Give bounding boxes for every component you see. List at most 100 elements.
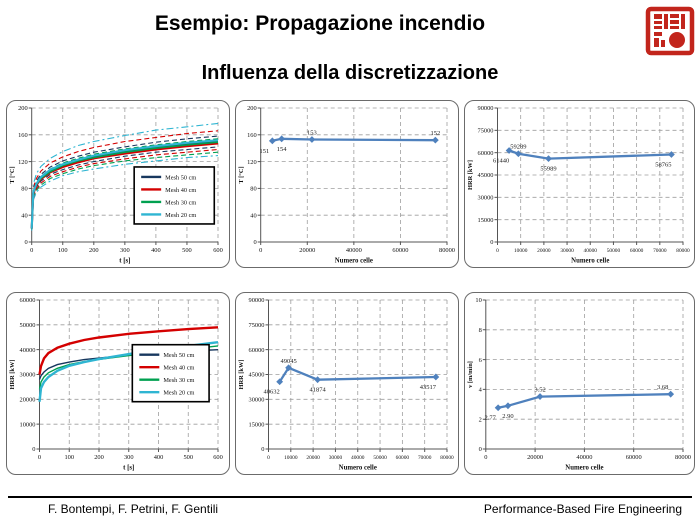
svg-text:200: 200 <box>18 105 28 112</box>
svg-text:151: 151 <box>260 148 270 155</box>
svg-text:154: 154 <box>277 146 288 153</box>
svg-text:15000: 15000 <box>249 421 265 428</box>
svg-text:0: 0 <box>24 239 27 246</box>
svg-text:0: 0 <box>484 454 487 461</box>
svg-text:75000: 75000 <box>478 128 494 135</box>
charts-grid: 0 100 200 300 400 500 600 0 40 80 120 160 200 t [s] T … <box>6 100 695 475</box>
svg-text:30000: 30000 <box>249 397 265 404</box>
footer: F. Bontempi, F. Petrini, F. Gentili Perf… <box>8 496 692 516</box>
svg-text:50000: 50000 <box>607 248 621 254</box>
svg-text:Numero celle: Numero celle <box>571 258 609 265</box>
svg-text:600: 600 <box>213 454 223 461</box>
svg-text:3.52: 3.52 <box>535 387 546 394</box>
svg-text:HRR [kW]: HRR [kW] <box>467 160 474 190</box>
svg-text:59289: 59289 <box>510 144 526 151</box>
svg-text:60000: 60000 <box>249 347 265 354</box>
svg-text:HRR [kW]: HRR [kW] <box>9 360 16 390</box>
svg-text:55989: 55989 <box>541 166 557 173</box>
svg-text:75000: 75000 <box>249 322 265 329</box>
svg-text:v [m/min]: v [m/min] <box>467 361 474 388</box>
svg-text:Mesh 50 cm: Mesh 50 cm <box>163 352 194 359</box>
svg-text:6: 6 <box>479 357 482 364</box>
svg-text:Mesh 20 cm: Mesh 20 cm <box>163 390 194 397</box>
chart-temperature-vs-cells: 0 20000 40000 60000 80000 0 40 80 120 160 200 Numer… <box>235 100 460 268</box>
svg-text:0: 0 <box>30 247 33 254</box>
svg-text:100: 100 <box>64 454 74 461</box>
svg-text:20000: 20000 <box>527 454 543 461</box>
svg-text:90000: 90000 <box>249 297 265 304</box>
svg-text:0: 0 <box>496 248 499 254</box>
svg-text:T [°C]: T [°C] <box>238 166 245 183</box>
svg-text:400: 400 <box>154 454 164 461</box>
svg-text:120: 120 <box>247 159 257 166</box>
svg-text:40000: 40000 <box>577 454 593 461</box>
svg-text:40: 40 <box>21 212 27 219</box>
svg-text:0: 0 <box>259 247 262 254</box>
footer-authors: F. Bontempi, F. Petrini, F. Gentili <box>48 502 219 516</box>
svg-text:60000: 60000 <box>478 150 494 157</box>
svg-text:60000: 60000 <box>630 248 644 254</box>
svg-text:60000: 60000 <box>393 247 409 254</box>
footer-course-title: Performance-Based Fire Engineering <box>483 502 682 516</box>
svg-text:Mesh 20 cm: Mesh 20 cm <box>165 212 196 219</box>
svg-text:500: 500 <box>182 247 192 254</box>
svg-text:80000: 80000 <box>676 248 690 254</box>
svg-text:2: 2 <box>479 416 482 423</box>
svg-text:4: 4 <box>479 387 483 394</box>
chart-hrr-vs-cells: 0 10000 20000 30000 40000 50000 60000 70000 8000… <box>464 100 695 268</box>
svg-text:41874: 41874 <box>310 387 327 394</box>
svg-text:45000: 45000 <box>249 372 265 379</box>
svg-text:Mesh 30 cm: Mesh 30 cm <box>163 377 194 384</box>
svg-text:40000: 40000 <box>351 455 365 461</box>
svg-text:90000: 90000 <box>478 105 494 112</box>
seal-logo-svg <box>645 6 695 56</box>
svg-text:45000: 45000 <box>478 172 494 179</box>
svg-text:t [s]: t [s] <box>119 258 130 265</box>
chart-temperature-vs-time: 0 100 200 300 400 500 600 0 40 80 120 160 200 t [s] T … <box>6 100 231 268</box>
svg-text:40000: 40000 <box>20 347 36 354</box>
svg-text:2.90: 2.90 <box>502 413 513 420</box>
svg-text:60000: 60000 <box>20 297 36 304</box>
svg-text:0: 0 <box>267 455 270 461</box>
svg-text:40000: 40000 <box>584 248 598 254</box>
svg-text:61440: 61440 <box>493 158 509 165</box>
svg-text:8: 8 <box>479 327 482 334</box>
svg-text:Numero celle: Numero celle <box>565 465 603 472</box>
svg-text:50000: 50000 <box>373 455 387 461</box>
svg-text:20000: 20000 <box>537 248 551 254</box>
svg-text:0: 0 <box>32 446 35 453</box>
svg-text:153: 153 <box>307 129 317 136</box>
svg-text:Mesh 50 cm: Mesh 50 cm <box>165 174 196 181</box>
page-subtitle: Influenza della discretizzazione <box>201 62 499 84</box>
svg-text:HRR [kW]: HRR [kW] <box>238 360 245 390</box>
svg-text:0: 0 <box>261 446 264 453</box>
svg-text:120: 120 <box>18 159 28 166</box>
svg-text:40000: 40000 <box>346 247 362 254</box>
svg-text:49045: 49045 <box>281 358 297 365</box>
svg-text:600: 600 <box>213 247 223 254</box>
svg-text:Mesh 40 cm: Mesh 40 cm <box>165 187 196 194</box>
svg-text:200: 200 <box>94 454 104 461</box>
svg-text:10000: 10000 <box>20 421 36 428</box>
svg-text:10: 10 <box>476 297 482 304</box>
svg-text:43517: 43517 <box>420 384 437 391</box>
chart-spread-rate-vs-cells: 0 20000 40000 60000 80000 0 2 4 6 8 10 Numero celle… <box>464 292 695 475</box>
svg-text:10000: 10000 <box>514 248 528 254</box>
svg-text:T [°C]: T [°C] <box>9 166 16 183</box>
svg-text:20000: 20000 <box>20 397 36 404</box>
svg-text:152: 152 <box>431 130 441 137</box>
page-title: Esempio: Propagazione incendio <box>154 12 486 35</box>
svg-text:80000: 80000 <box>439 247 455 254</box>
svg-text:15000: 15000 <box>478 217 494 224</box>
svg-text:10000: 10000 <box>284 455 298 461</box>
seal-logo-icon <box>644 5 696 57</box>
chart-hrr-peak-vs-cells: 0 10000 20000 30000 40000 50000 60000 70000 8000… <box>235 292 460 475</box>
svg-text:70000: 70000 <box>653 248 667 254</box>
svg-text:40: 40 <box>250 212 256 219</box>
svg-text:200: 200 <box>247 105 257 112</box>
svg-text:0: 0 <box>254 239 257 246</box>
svg-text:160: 160 <box>247 132 257 139</box>
svg-text:0: 0 <box>479 446 482 453</box>
svg-text:500: 500 <box>183 454 193 461</box>
svg-text:2.77: 2.77 <box>485 415 497 422</box>
